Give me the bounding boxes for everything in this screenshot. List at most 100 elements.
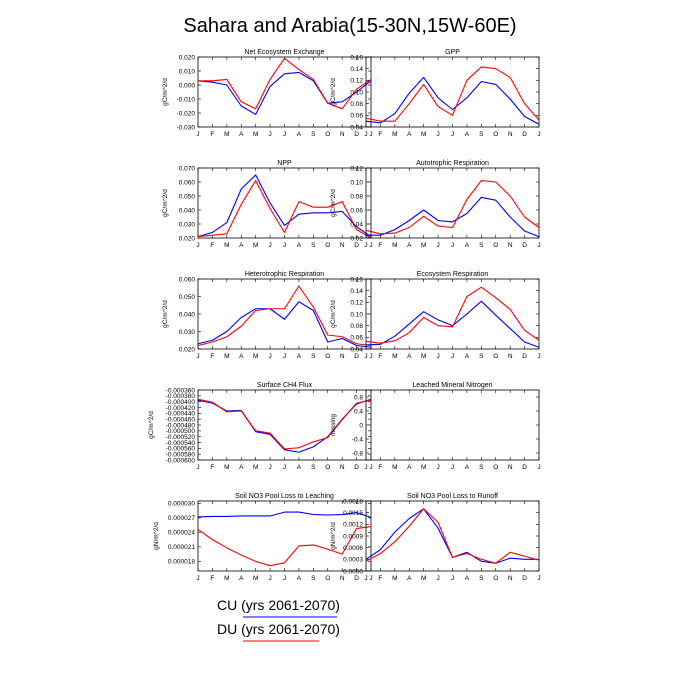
x-tick-label: J	[283, 242, 286, 249]
panel-title: Net Ecosystem Exchange	[244, 49, 324, 56]
panel-soil-no3-pool-loss-to-runoff: Soil NO3 Pool Loss to Runoff 0.0000 0.0003…	[330, 493, 541, 582]
x-tick-label: M	[421, 242, 426, 249]
x-tick-label: O	[325, 242, 330, 249]
panel-leached-mineral-nitrogen: Leached Mineral Nitrogen -0.8 -0.4 0 0.4 0.8 J…	[330, 382, 541, 471]
y-tick-label: 0.06	[350, 207, 363, 214]
panel-heterotrophic-respiration: Heterotrophic Respiration0.0200.0300.040…	[162, 271, 373, 360]
x-tick-label: J	[451, 464, 454, 471]
y-tick-label: 0.12	[350, 78, 363, 85]
x-tick-label: A	[465, 131, 470, 138]
x-tick-label: O	[325, 575, 330, 582]
x-tick-label: N	[340, 464, 345, 471]
y-tick-label: 0.12	[350, 165, 363, 172]
x-tick-label: N	[508, 131, 513, 138]
x-tick-label: M	[253, 353, 258, 360]
y-tick-label: -0.000560	[166, 446, 196, 453]
x-tick-label: D	[522, 131, 527, 138]
x-tick-label: D	[354, 353, 359, 360]
x-tick-label: A	[297, 353, 302, 360]
series-line-du	[365, 286, 540, 344]
series-line-du	[197, 285, 372, 347]
panels-grid: Net Ecosystem Exchange -0.030 -0.020 -0.010…	[148, 49, 541, 582]
panel-title: Autotrophic Respiration	[416, 160, 489, 167]
y-tick-label: 0	[359, 422, 363, 429]
y-tick-label: 0.070	[179, 165, 196, 172]
x-tick-label: A	[407, 131, 412, 138]
x-tick-label: D	[354, 242, 359, 249]
y-tick-label: 0.14	[350, 288, 363, 295]
panel-soil-no3-pool-loss-to-leaching: Soil NO3 Pool Loss to Leaching 0.000018 0.…	[153, 493, 373, 582]
x-tick-label: S	[479, 575, 484, 582]
x-tick-label: N	[340, 575, 345, 582]
series-line-cu	[197, 71, 372, 115]
x-tick-label: J	[196, 131, 199, 138]
x-tick-label: O	[493, 353, 498, 360]
panel-title: Heterotrophic Respiration	[245, 271, 324, 278]
series-line-cu	[197, 511, 372, 518]
x-tick-label: J	[268, 131, 271, 138]
y-tick-label: -0.000580	[166, 451, 196, 458]
x-tick-label: O	[493, 575, 498, 582]
panel-title: Leached Mineral Nitrogen	[412, 382, 492, 389]
series-line-du	[197, 180, 372, 239]
x-tick-label: M	[392, 464, 397, 471]
y-tick-label: -0.000500	[166, 428, 196, 435]
x-tick-label: F	[210, 464, 214, 471]
y-tick-label: 0.060	[179, 179, 196, 186]
x-tick-label: F	[210, 575, 214, 582]
y-tick-label: 0.010	[179, 68, 196, 75]
x-tick-label: O	[493, 242, 498, 249]
series-line-du	[198, 57, 372, 110]
x-tick-label: J	[268, 575, 271, 582]
y-tick-label: 0.000018	[168, 559, 195, 566]
x-tick-label: O	[325, 353, 330, 360]
y-tick-label: 0.0006	[343, 545, 363, 552]
x-tick-label: A	[297, 575, 302, 582]
y-tick-label: 0.0003	[343, 557, 363, 564]
x-tick-label: A	[465, 353, 470, 360]
y-axis-label: gN/m^2/d	[153, 522, 160, 550]
x-tick-label: D	[522, 464, 527, 471]
panel-surface-ch4-flux: Surface CH4 Flux-0.000600-0.000580-0.000…	[148, 382, 373, 471]
y-tick-label: 0.08	[350, 323, 363, 330]
x-tick-label: S	[479, 242, 484, 249]
y-axis-label: gC/m^2/d	[148, 411, 155, 439]
series-line-du	[365, 180, 540, 235]
y-tick-label: 0.060	[179, 276, 196, 283]
x-tick-label: M	[224, 131, 229, 138]
x-tick-label: J	[369, 353, 372, 360]
x-tick-label: J	[268, 464, 271, 471]
x-tick-label: M	[253, 131, 258, 138]
x-tick-label: A	[407, 242, 412, 249]
x-tick-label: M	[392, 353, 397, 360]
y-tick-label: 0.10	[350, 89, 363, 96]
x-tick-label: N	[508, 353, 513, 360]
x-tick-label: J	[436, 242, 439, 249]
y-axis-label: gC/m^2/d	[330, 300, 337, 328]
y-tick-label: -0.000440	[166, 411, 196, 418]
x-tick-label: N	[508, 575, 513, 582]
x-tick-label: J	[364, 131, 367, 138]
x-tick-label: S	[311, 575, 316, 582]
series-line-du	[197, 398, 372, 450]
series-line-du	[365, 508, 540, 564]
x-tick-label: N	[340, 131, 345, 138]
x-tick-label: J	[196, 242, 199, 249]
y-tick-label: 0.000021	[168, 544, 195, 551]
y-tick-label: -0.030	[177, 124, 196, 131]
legend-label-du: DU (yrs 2061-2070)	[217, 621, 340, 637]
x-tick-label: D	[354, 575, 359, 582]
x-tick-label: J	[537, 242, 540, 249]
x-tick-label: F	[210, 353, 214, 360]
y-tick-label: -0.000360	[166, 387, 196, 394]
x-tick-label: A	[297, 464, 302, 471]
x-tick-label: A	[297, 242, 302, 249]
x-tick-label: J	[364, 464, 367, 471]
x-tick-label: J	[369, 575, 372, 582]
x-tick-label: J	[268, 242, 271, 249]
y-axis-label: gN/m^2/d	[330, 522, 337, 550]
y-tick-label: 0.4	[354, 408, 363, 415]
